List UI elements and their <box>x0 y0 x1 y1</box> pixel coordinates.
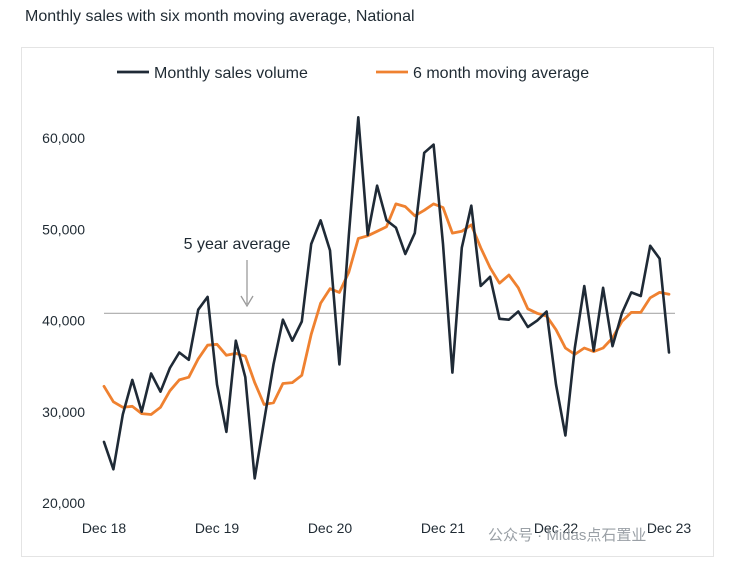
watermark-text: 公众号 · Midas点石置业 <box>488 527 647 544</box>
y-tick-label: 20,000 <box>42 495 85 511</box>
legend-moving-average-label: 6 month moving average <box>413 65 589 82</box>
x-axis-ticks: Dec 18 Dec 19 Dec 20 Dec 21 Dec 22 Dec 23 <box>82 520 692 536</box>
x-tick-label: Dec 19 <box>195 520 240 536</box>
chart-title: Monthly sales with six month moving aver… <box>25 8 415 25</box>
five-year-average-label: 5 year average <box>184 236 291 253</box>
y-tick-label: 30,000 <box>42 404 85 420</box>
x-tick-label: Dec 20 <box>308 520 353 536</box>
legend: Monthly sales volume 6 month moving avera… <box>117 65 589 82</box>
monthly-sales-volume-line <box>102 116 671 480</box>
y-tick-label: 60,000 <box>42 130 85 146</box>
chart-panel <box>21 47 714 557</box>
x-tick-label: Dec 23 <box>647 520 692 536</box>
series-lines <box>102 116 671 480</box>
x-tick-label: Dec 22 <box>534 520 579 536</box>
reference-line-group: 5 year average <box>104 236 675 314</box>
y-axis-ticks: 20,000 30,000 40,000 50,000 60,000 <box>42 130 85 511</box>
y-tick-label: 40,000 <box>42 313 85 329</box>
x-tick-label: Dec 18 <box>82 520 127 536</box>
legend-monthly-sales-label: Monthly sales volume <box>154 65 308 82</box>
y-tick-label: 50,000 <box>42 221 85 237</box>
annotation-arrow-head <box>240 295 254 308</box>
x-tick-label: Dec 21 <box>421 520 466 536</box>
